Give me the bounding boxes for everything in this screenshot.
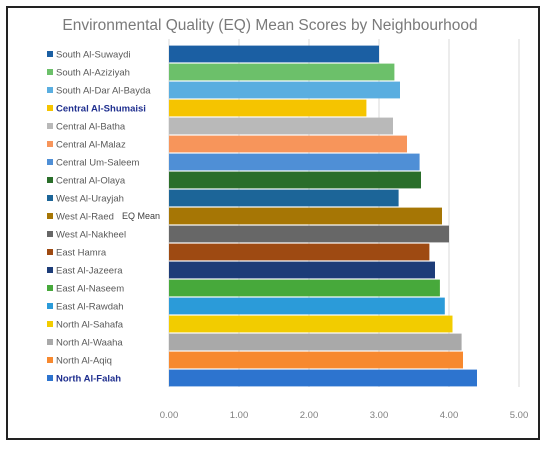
- bar: [169, 315, 453, 333]
- category-label: South Al-Aziziyah: [56, 67, 130, 78]
- legend-swatch: [47, 195, 53, 201]
- category-label: South Al-Suwaydi: [56, 49, 130, 60]
- bar: [169, 297, 445, 315]
- x-tick-label: 3.00: [370, 410, 389, 421]
- category-label: West Al-Urayjah: [56, 193, 124, 204]
- legend-swatch: [47, 231, 53, 237]
- legend-swatch: [47, 177, 53, 183]
- category-label: East Al-Jazeera: [56, 265, 123, 276]
- category-label: West Al-Nakheel: [56, 229, 126, 240]
- category-label: North Al-Sahafa: [56, 319, 124, 330]
- legend-swatch: [47, 303, 53, 309]
- bar: [169, 261, 435, 279]
- bar: [169, 369, 477, 387]
- legend-swatch: [47, 267, 53, 273]
- bar: [169, 279, 440, 297]
- legend-swatch: [47, 159, 53, 165]
- x-tick-label: 4.00: [440, 410, 459, 421]
- chart-title: Environmental Quality (EQ) Mean Scores b…: [62, 17, 477, 34]
- category-label: Central Al-Malaz: [56, 139, 126, 150]
- category-label: North Al-Aqiq: [56, 355, 112, 366]
- category-label: East Al-Rawdah: [56, 301, 124, 312]
- bar: [169, 171, 421, 189]
- category-label: Central Um-Saleem: [56, 157, 139, 168]
- x-tick-label: 1.00: [230, 410, 249, 421]
- bar: [169, 135, 407, 153]
- bar: [169, 45, 379, 63]
- category-label: Central Al-Batha: [56, 121, 126, 132]
- bars: [169, 45, 477, 387]
- legend-swatch: [47, 321, 53, 327]
- category-label: Central Al-Olaya: [56, 175, 126, 186]
- legend-swatch: [47, 285, 53, 291]
- legend-swatch: [47, 87, 53, 93]
- x-tick-label: 5.00: [510, 410, 529, 421]
- bar: [169, 81, 400, 99]
- legend-swatch: [47, 213, 53, 219]
- legend-swatch: [47, 357, 53, 363]
- category-label: East Al-Naseem: [56, 283, 124, 294]
- bar: [169, 99, 367, 117]
- bar: [169, 351, 463, 369]
- bar: [169, 189, 399, 207]
- bar: [169, 243, 430, 261]
- category-labels: South Al-Suwaydi South Al-Aziziyah South A…: [47, 49, 151, 384]
- legend-swatch: [47, 69, 53, 75]
- legend-swatch: [47, 339, 53, 345]
- legend-swatch: [47, 249, 53, 255]
- x-ticks: 0.00 1.00 2.00 3.00 4.00 5.00: [160, 410, 529, 421]
- legend-swatch: [47, 105, 53, 111]
- legend-swatch: [47, 141, 53, 147]
- category-label: North Al-Falah: [56, 373, 121, 384]
- category-label: North Al-Waaha: [56, 337, 123, 348]
- bar: [169, 63, 395, 81]
- x-tick-label: 2.00: [300, 410, 319, 421]
- legend-swatch: [47, 123, 53, 129]
- legend-swatch: [47, 51, 53, 57]
- series-label: EQ Mean: [122, 211, 160, 221]
- x-tick-label: 0.00: [160, 410, 179, 421]
- bar: [169, 333, 462, 351]
- bar: [169, 153, 420, 171]
- category-label: West Al-Raed: [56, 211, 114, 222]
- category-label: East Hamra: [56, 247, 107, 258]
- category-label: Central Al-Shumaisi: [56, 103, 146, 114]
- category-label: South Al-Dar Al-Bayda: [56, 85, 151, 96]
- legend-swatch: [47, 375, 53, 381]
- bar: [169, 117, 393, 135]
- bar: [169, 207, 442, 225]
- bar: [169, 225, 449, 243]
